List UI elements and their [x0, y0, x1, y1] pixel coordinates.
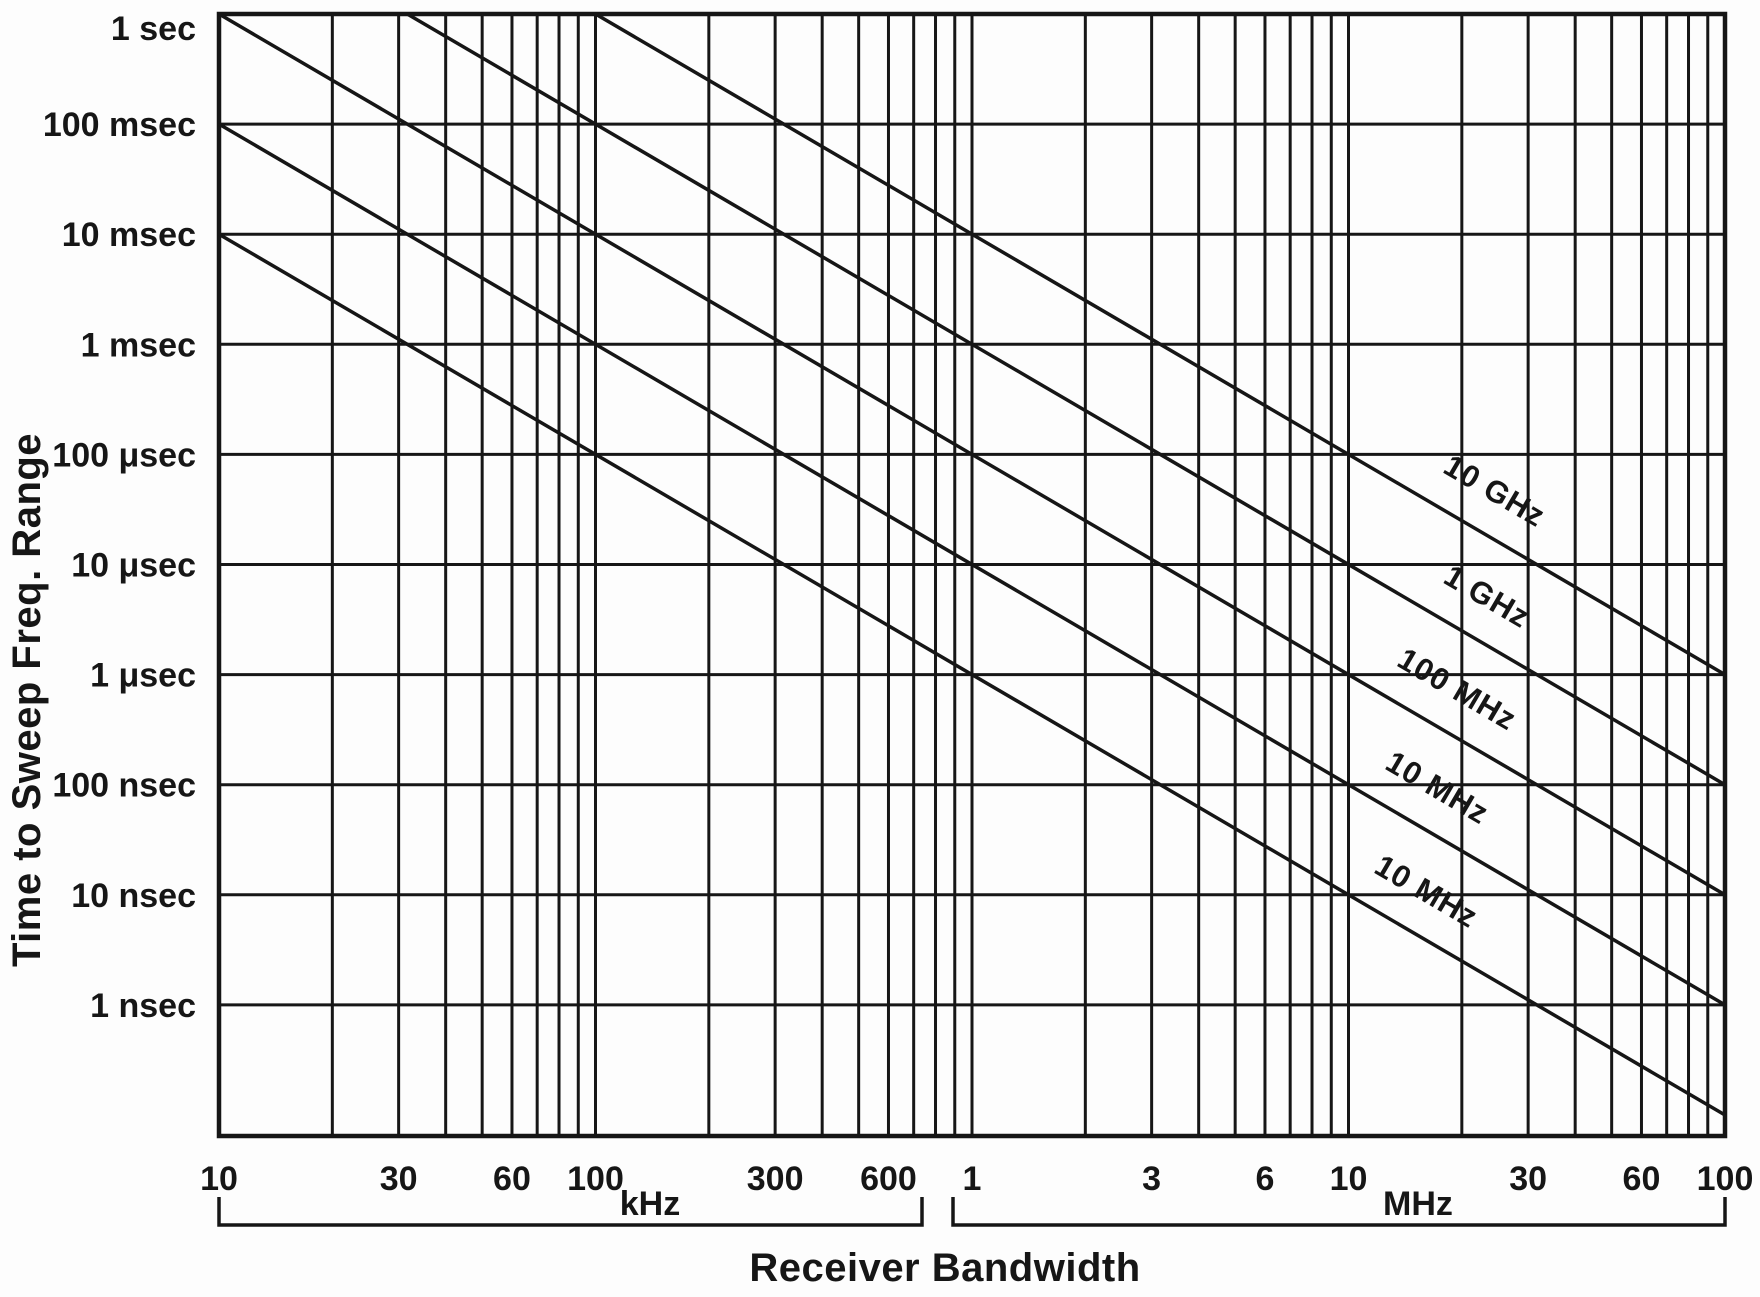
grid-layer: [216, 11, 1728, 1139]
series-label-4: 10 MHz: [1369, 848, 1484, 935]
series-line-4: [218, 232, 1726, 1117]
y-tick-label-6: 1 μsec: [90, 657, 196, 695]
unit-bracket-layer: [217, 1197, 1727, 1227]
x-axis-unit-mhz: MHz: [1383, 1185, 1453, 1223]
y-tick-label-9: 1 nsec: [90, 987, 196, 1025]
y-tick-label-8: 10 nsec: [71, 877, 196, 915]
x-tick-label-mhz-3: 3: [1142, 1160, 1161, 1198]
x-tick-label-khz-60: 60: [493, 1160, 531, 1198]
plot-border: [216, 11, 1728, 1139]
x-axis-title: Receiver Bandwidth: [749, 1246, 1140, 1290]
y-tick-label-1: 100 msec: [43, 106, 196, 144]
y-tick-label-5: 10 μsec: [71, 547, 196, 585]
series-line-3: [218, 122, 1726, 1007]
x-tick-label-khz-30: 30: [380, 1160, 418, 1198]
x-tick-label-mhz-6: 6: [1256, 1160, 1275, 1198]
x-tick-label-mhz-1: 1: [963, 1160, 982, 1198]
khz-range-bracket: [217, 1197, 924, 1227]
y-tick-label-4: 100 μsec: [52, 436, 196, 474]
series-line-1: [406, 12, 1726, 787]
x-tick-label-khz-300: 300: [747, 1160, 804, 1198]
x-tick-label-khz-100: 100: [567, 1160, 624, 1198]
mhz-range-bracket: [951, 1197, 1727, 1227]
tick-layer: 10 30 60 100 300 600 1 3 6 10 30 60 100 1 sec 100 msec…: [43, 10, 1754, 1198]
x-tick-label-mhz-10: 10: [1330, 1160, 1368, 1198]
y-tick-label-3: 1 msec: [81, 326, 196, 364]
x-tick-label-mhz-30: 30: [1509, 1160, 1547, 1198]
x-tick-label-mhz-100: 100: [1697, 1160, 1754, 1198]
x-axis-unit-khz: kHz: [620, 1185, 680, 1223]
y-tick-label-2: 10 msec: [62, 216, 196, 254]
x-tick-label-khz-10: 10: [200, 1160, 238, 1198]
series-label-3: 10 MHz: [1380, 744, 1495, 831]
y-tick-label-7: 100 nsec: [52, 767, 196, 805]
x-tick-label-khz-600: 600: [860, 1160, 917, 1198]
series-label-0: 10 GHz: [1438, 448, 1552, 534]
series-line-0: [594, 12, 1726, 677]
x-tick-label-mhz-60: 60: [1623, 1160, 1661, 1198]
series-label-1: 1 GHz: [1438, 558, 1536, 635]
y-tick-label-0: 1 sec: [111, 10, 196, 48]
y-axis-title: Time to Sweep Freq. Range: [5, 433, 49, 967]
series-line-2: [218, 12, 1726, 897]
